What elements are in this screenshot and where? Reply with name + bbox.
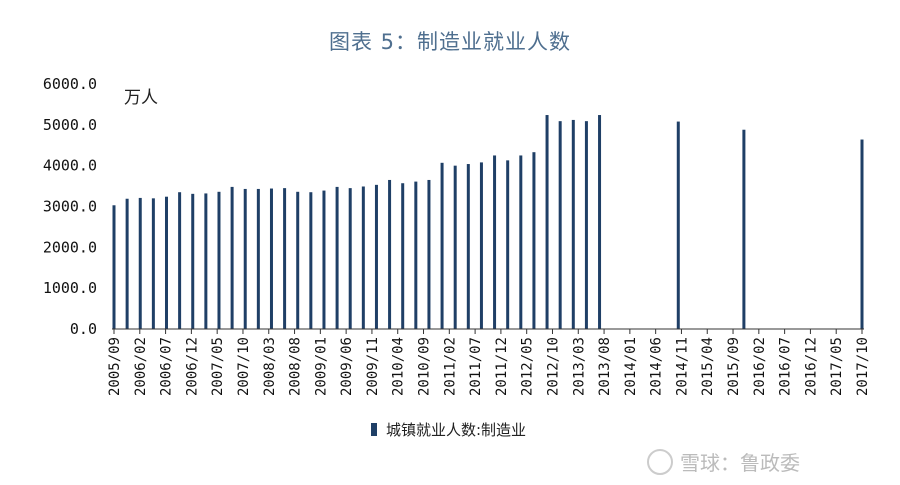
x-tick-label: 2013/03 bbox=[571, 337, 587, 396]
x-tick-label: 2016/02 bbox=[752, 337, 768, 396]
x-tick-label: 2010/04 bbox=[391, 337, 407, 396]
y-tick-label: 2000.0 bbox=[43, 238, 97, 256]
watermark: 雪球：鲁政委 bbox=[647, 449, 800, 475]
bar bbox=[545, 115, 549, 330]
legend-swatch bbox=[371, 423, 377, 436]
x-tick-label: 2011/02 bbox=[442, 337, 458, 396]
x-tick-label: 2005/09 bbox=[107, 337, 123, 396]
x-tick-label: 2010/09 bbox=[417, 337, 433, 396]
bar bbox=[558, 121, 562, 330]
bar bbox=[204, 193, 208, 329]
x-tick-label: 2017/05 bbox=[829, 337, 845, 396]
y-tick-label: 5000.0 bbox=[43, 116, 97, 134]
bar bbox=[348, 188, 352, 329]
x-tick-label: 2006/12 bbox=[184, 337, 200, 396]
x-tick-label: 2007/05 bbox=[210, 337, 226, 396]
bar bbox=[519, 155, 523, 329]
x-tick-label: 2014/06 bbox=[649, 337, 665, 396]
x-tick-label: 2014/11 bbox=[674, 337, 690, 396]
bar bbox=[860, 139, 864, 329]
chart-title: 图表 5：制造业就业人数 bbox=[328, 30, 572, 54]
x-tick-label: 2015/04 bbox=[700, 337, 716, 396]
watermark-text: 雪球：鲁政委 bbox=[680, 451, 800, 475]
bar bbox=[506, 160, 510, 329]
x-tick-label: 2006/02 bbox=[133, 337, 149, 396]
bar bbox=[401, 183, 405, 329]
bar bbox=[388, 179, 392, 329]
bar bbox=[283, 188, 287, 329]
bar bbox=[269, 188, 273, 329]
bar bbox=[164, 196, 168, 329]
x-tick-label: 2014/01 bbox=[623, 337, 639, 396]
x-tick-label: 2013/08 bbox=[597, 337, 613, 396]
bar bbox=[493, 155, 497, 329]
y-tick-label: 4000.0 bbox=[43, 157, 97, 175]
bar bbox=[217, 191, 221, 329]
x-tick-label: 2007/10 bbox=[236, 337, 252, 396]
watermark-logo-icon bbox=[647, 449, 673, 475]
bar bbox=[256, 188, 260, 329]
x-tick-label: 2009/01 bbox=[313, 337, 329, 396]
bar bbox=[361, 186, 365, 329]
y-tick-label: 6000.0 bbox=[43, 75, 97, 93]
legend-label: 城镇就业人数:制造业 bbox=[386, 421, 526, 439]
x-tick-label: 2016/12 bbox=[803, 337, 819, 396]
bar bbox=[598, 115, 602, 330]
x-tick-label: 2009/06 bbox=[339, 337, 355, 396]
bar bbox=[151, 198, 155, 329]
bar bbox=[335, 186, 339, 329]
x-tick-label: 2009/11 bbox=[365, 337, 381, 396]
y-tick-label: 1000.0 bbox=[43, 279, 97, 297]
bar bbox=[466, 164, 470, 329]
bar bbox=[676, 121, 680, 329]
x-tick-label: 2017/10 bbox=[855, 337, 871, 396]
bar bbox=[742, 129, 746, 329]
y-unit-label: 万人 bbox=[124, 88, 158, 108]
bar bbox=[532, 152, 536, 329]
bar bbox=[138, 197, 142, 329]
x-tick-label: 2008/08 bbox=[288, 337, 304, 396]
y-axis: 0.0 1000.0 2000.0 3000.0 4000.0 5000.0 6000.0 bbox=[43, 75, 97, 338]
bar bbox=[243, 188, 247, 329]
bar bbox=[178, 192, 182, 329]
bar bbox=[296, 191, 300, 329]
bar bbox=[427, 179, 431, 329]
x-axis: 2005/09 2006/02 2006/07 2006/12 2007/05 2007/… bbox=[107, 328, 871, 396]
bar bbox=[414, 181, 418, 329]
legend: 城镇就业人数:制造业 bbox=[371, 421, 526, 439]
bar bbox=[571, 119, 575, 329]
y-tick-label: 3000.0 bbox=[43, 198, 97, 216]
bar bbox=[479, 162, 483, 329]
x-tick-label: 2016/07 bbox=[778, 337, 794, 396]
bar-series bbox=[112, 115, 864, 330]
x-tick-label: 2015/09 bbox=[726, 337, 742, 396]
x-tick-label: 2008/03 bbox=[262, 337, 278, 396]
bar bbox=[440, 162, 444, 329]
x-tick-label: 2011/07 bbox=[468, 337, 484, 396]
bar bbox=[125, 198, 129, 329]
x-tick-label: 2012/05 bbox=[520, 337, 536, 396]
bar bbox=[374, 184, 378, 329]
bar bbox=[309, 192, 313, 329]
bar bbox=[230, 186, 234, 329]
x-tick-label: 2011/12 bbox=[494, 337, 510, 396]
bar bbox=[322, 190, 326, 329]
x-tick-label: 2012/10 bbox=[545, 337, 561, 396]
bar bbox=[191, 193, 195, 329]
bar bbox=[584, 121, 588, 330]
bar bbox=[112, 205, 116, 329]
bar bbox=[453, 165, 457, 329]
x-tick-label: 2006/07 bbox=[159, 337, 175, 396]
y-tick-label: 0.0 bbox=[70, 320, 97, 338]
